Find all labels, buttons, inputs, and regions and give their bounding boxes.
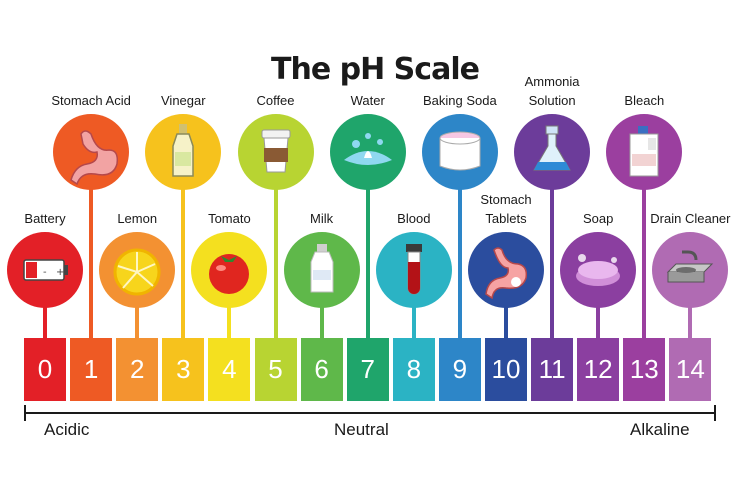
ph-stem-10 bbox=[504, 306, 508, 338]
ph-label-1: Stomach Acid bbox=[51, 93, 131, 108]
ph-circle-1 bbox=[53, 114, 130, 190]
ph-stem-11 bbox=[550, 188, 555, 338]
ph-label-9: Baking Soda bbox=[423, 93, 497, 108]
ph-stem-12 bbox=[596, 306, 601, 338]
ph-stem-13 bbox=[642, 188, 647, 338]
ph-value-box-4: 4 bbox=[208, 338, 251, 401]
baking-soda-icon bbox=[439, 131, 481, 171]
ph-label-12: Soap bbox=[583, 211, 614, 226]
ph-value-box-14: 14 bbox=[669, 338, 712, 401]
ph-label-3: Vinegar bbox=[161, 93, 206, 108]
ph-stem-8 bbox=[411, 306, 416, 338]
blood-test-tube-icon bbox=[405, 244, 422, 295]
ph-circle-6 bbox=[283, 232, 360, 308]
bleach-jug-icon bbox=[629, 126, 659, 177]
ph-value-box-5: 5 bbox=[254, 338, 297, 401]
stomach-tablets-icon bbox=[485, 247, 528, 300]
ph-value-box-6: 6 bbox=[300, 338, 343, 401]
ph-label-8: Blood bbox=[397, 211, 431, 226]
axis-label-acidic: Acidic bbox=[44, 420, 90, 439]
ph-circle-12 bbox=[560, 232, 637, 308]
ph-label-6: Milk bbox=[310, 211, 334, 226]
ph-stem-1 bbox=[89, 188, 94, 338]
ph-circle-10 bbox=[468, 232, 544, 308]
ph-value-box-10: 10 bbox=[485, 338, 527, 401]
page-title: The pH Scale bbox=[271, 52, 480, 87]
ph-circle-2 bbox=[99, 232, 176, 308]
axis-tick-right bbox=[714, 405, 716, 421]
ph-value-box-1: 1 bbox=[70, 338, 113, 401]
soap-icon bbox=[576, 254, 621, 286]
svg-text:-: - bbox=[43, 267, 47, 278]
ph-stem-0 bbox=[43, 306, 47, 338]
ph-label-2: Lemon bbox=[117, 211, 158, 226]
ph-label-13: Bleach bbox=[624, 93, 665, 108]
ph-circle-0: - + bbox=[7, 232, 83, 308]
stomach-icon bbox=[70, 130, 119, 186]
ph-label-5: Coffee bbox=[256, 93, 295, 108]
ph-value-box-0: 0 bbox=[24, 338, 66, 401]
ph-stem-5 bbox=[273, 188, 278, 338]
ph-label-0: Battery bbox=[24, 211, 66, 226]
ph-stem-2 bbox=[135, 306, 140, 338]
ph-circle-11 bbox=[514, 114, 591, 190]
ph-stem-6 bbox=[319, 306, 324, 338]
ph-circle-8 bbox=[375, 232, 452, 308]
flask-icon bbox=[533, 125, 571, 171]
vinegar-bottle-icon bbox=[172, 124, 195, 177]
axis-label-alkaline: Alkaline bbox=[630, 420, 690, 439]
ph-stem-7 bbox=[365, 188, 370, 338]
ph-value-box-7: 7 bbox=[346, 338, 389, 401]
ph-circle-14 bbox=[652, 232, 729, 308]
ph-label-4: Tomato bbox=[208, 211, 251, 226]
axis-label-neutral: Neutral bbox=[334, 420, 389, 439]
ph-stem-9 bbox=[457, 188, 462, 338]
ph-circle-13 bbox=[606, 114, 683, 190]
sink-icon bbox=[667, 250, 714, 283]
ph-stem-3 bbox=[181, 188, 186, 338]
axis-tick-left bbox=[24, 405, 26, 421]
ph-stem-4 bbox=[227, 306, 232, 338]
ph-value-box-3: 3 bbox=[162, 338, 205, 401]
ph-stem-14 bbox=[688, 306, 693, 338]
ph-label-10: Stomach Tablets bbox=[480, 192, 532, 226]
ph-circle-5 bbox=[237, 114, 314, 190]
axis-line bbox=[24, 412, 716, 414]
ph-circle-4 bbox=[191, 232, 268, 308]
coffee-cup-icon bbox=[261, 129, 290, 173]
ph-value-box-9: 9 bbox=[438, 338, 481, 401]
svg-text:+: + bbox=[56, 267, 64, 278]
ph-value-box-13: 13 bbox=[623, 338, 666, 401]
ph-label-11: Ammonia Solution bbox=[524, 74, 580, 108]
ph-label-14: Drain Cleaner bbox=[650, 211, 731, 226]
water-splash-icon bbox=[343, 133, 392, 165]
ph-label-7: Water bbox=[350, 93, 385, 108]
ph-circle-7 bbox=[329, 114, 406, 190]
battery-icon: - + bbox=[23, 259, 68, 281]
ph-circle-9 bbox=[421, 114, 498, 190]
milk-bottle-icon bbox=[310, 244, 334, 293]
ph-value-box-8: 8 bbox=[392, 338, 435, 401]
ph-circle-3 bbox=[145, 114, 222, 190]
lemon-icon bbox=[113, 248, 161, 296]
ph-value-box-11: 11 bbox=[531, 338, 574, 401]
tomato-icon bbox=[209, 254, 250, 294]
ph-value-box-12: 12 bbox=[577, 338, 620, 401]
ph-value-box-2: 2 bbox=[116, 338, 159, 401]
